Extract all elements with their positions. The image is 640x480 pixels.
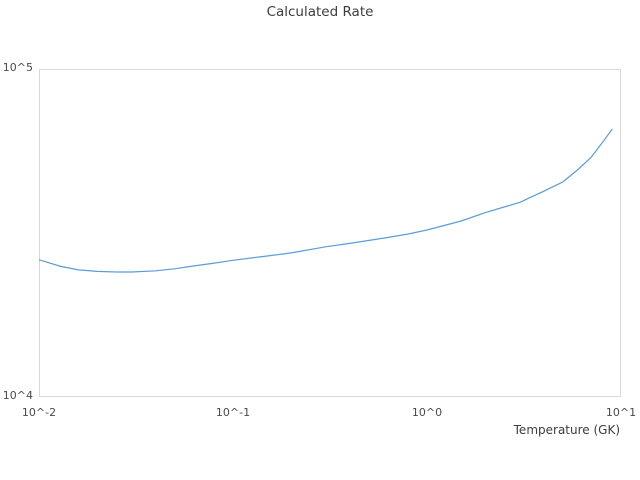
x-tick-label: 10^-2 (21, 406, 57, 419)
plot-area (39, 69, 621, 397)
chart-title: Calculated Rate (266, 4, 374, 20)
x-tick-label: 10^-1 (215, 406, 251, 419)
x-axis-label: Temperature (GK) (513, 423, 620, 437)
plot-border (39, 69, 621, 397)
rate-line (39, 128, 613, 273)
x-tick-label: 10^0 (411, 406, 443, 419)
y-tick-label: 10^5 (2, 61, 33, 75)
x-tick-label: 10^1 (605, 406, 637, 419)
y-tick-label: 10^4 (2, 389, 33, 403)
